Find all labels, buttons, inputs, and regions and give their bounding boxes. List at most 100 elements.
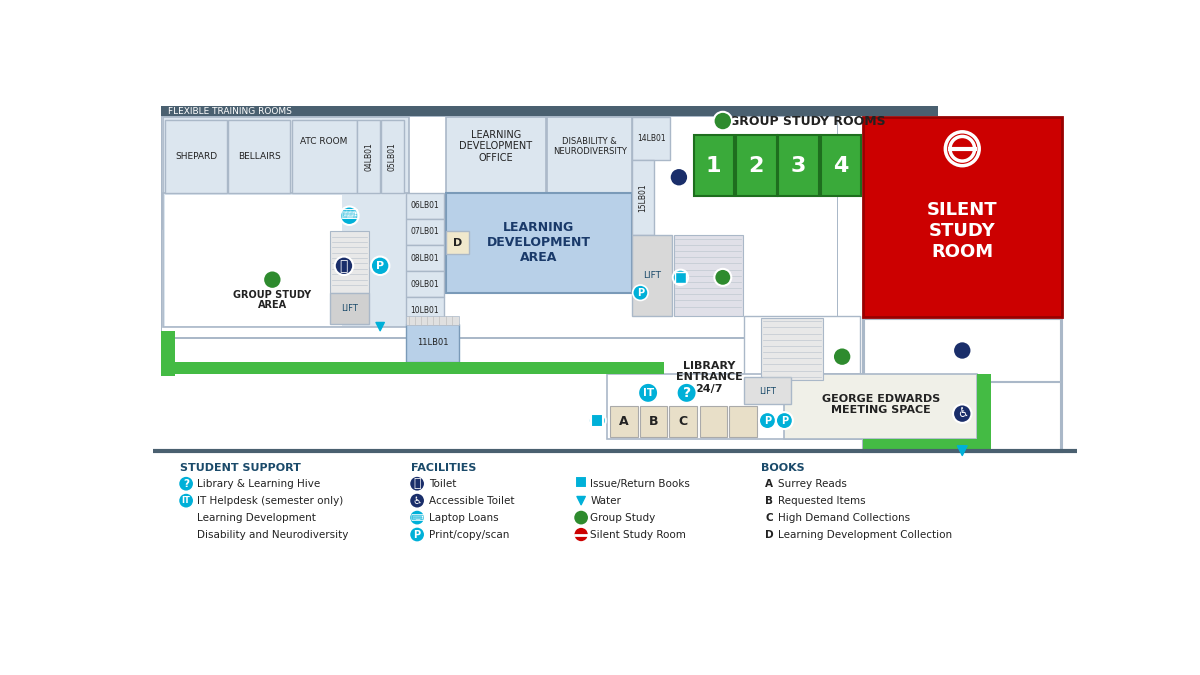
Text: ATC ROOM: ATC ROOM <box>300 136 348 146</box>
Text: FACILITIES: FACILITIES <box>410 463 476 473</box>
Bar <box>406 298 444 323</box>
Circle shape <box>179 476 194 491</box>
Text: Disability and Neurodiversity: Disability and Neurodiversity <box>197 529 348 539</box>
Text: P: P <box>376 261 384 271</box>
Circle shape <box>632 285 648 300</box>
Text: P: P <box>637 288 644 298</box>
Bar <box>668 406 697 437</box>
Bar <box>162 117 836 338</box>
Text: 1: 1 <box>706 156 721 176</box>
Bar <box>575 476 587 488</box>
Bar <box>761 318 823 380</box>
Circle shape <box>335 256 353 275</box>
Text: Laptop Loans: Laptop Loans <box>428 512 498 522</box>
Text: 10LB01: 10LB01 <box>410 306 439 315</box>
Bar <box>863 439 977 453</box>
Text: Print/copy/scan: Print/copy/scan <box>428 529 509 539</box>
Text: ♿: ♿ <box>956 407 968 420</box>
Bar <box>358 119 380 192</box>
Text: 11LB01: 11LB01 <box>416 338 449 348</box>
Bar <box>779 135 820 196</box>
Bar <box>700 406 727 437</box>
Bar <box>611 406 638 437</box>
Text: C: C <box>678 415 688 428</box>
Bar <box>821 135 862 196</box>
Bar <box>863 117 1062 317</box>
Text: GEORGE EDWARDS
MEETING SPACE: GEORGE EDWARDS MEETING SPACE <box>822 394 940 415</box>
Text: D: D <box>766 529 774 539</box>
Text: Silent Study Room: Silent Study Room <box>590 529 686 539</box>
Bar <box>977 373 991 451</box>
Text: C: C <box>766 512 773 522</box>
Bar <box>406 219 444 245</box>
Circle shape <box>409 493 425 508</box>
Circle shape <box>409 510 425 525</box>
Circle shape <box>677 383 697 403</box>
Text: SILENT
STUDY
ROOM: SILENT STUDY ROOM <box>926 201 997 261</box>
Text: SHEPARD: SHEPARD <box>175 152 217 161</box>
Bar <box>863 317 1062 452</box>
Text: 08LB01: 08LB01 <box>410 254 439 263</box>
Bar <box>547 117 632 192</box>
Text: BOOKS: BOOKS <box>761 463 805 473</box>
Text: ?: ? <box>683 386 691 400</box>
Bar <box>592 414 604 427</box>
Text: A: A <box>619 415 629 428</box>
Text: AREA: AREA <box>258 300 287 310</box>
Circle shape <box>776 412 793 429</box>
Text: LIFT: LIFT <box>643 271 661 279</box>
Text: FLEXIBLE TRAINING ROOMS: FLEXIBLE TRAINING ROOMS <box>168 107 293 116</box>
Text: Requested Items: Requested Items <box>779 495 866 506</box>
Bar <box>744 316 860 404</box>
Text: 09LB01: 09LB01 <box>410 279 439 289</box>
Text: 3: 3 <box>791 156 806 176</box>
Bar <box>406 245 444 271</box>
Bar <box>164 195 342 326</box>
Bar <box>445 192 632 293</box>
Bar <box>864 382 1060 450</box>
Bar <box>161 331 174 373</box>
Text: Learning Development: Learning Development <box>197 512 316 522</box>
Circle shape <box>409 526 425 542</box>
Bar <box>163 192 409 327</box>
Circle shape <box>574 526 589 542</box>
Text: LIFT: LIFT <box>341 304 358 313</box>
Text: 04LB01: 04LB01 <box>364 142 373 171</box>
Text: BELLAIRS: BELLAIRS <box>238 152 281 161</box>
Text: LEARNING
DEVELOPMENT
AREA: LEARNING DEVELOPMENT AREA <box>487 221 590 264</box>
Circle shape <box>179 493 194 508</box>
Text: High Demand Collections: High Demand Collections <box>779 512 911 522</box>
Text: 4: 4 <box>833 156 848 176</box>
Text: B: B <box>766 495 773 506</box>
Bar <box>785 373 977 439</box>
Bar <box>632 117 671 159</box>
Text: Accessible Toilet: Accessible Toilet <box>428 495 514 506</box>
Text: P: P <box>764 416 772 425</box>
Text: IT: IT <box>642 388 654 398</box>
Circle shape <box>758 412 776 429</box>
Text: ?: ? <box>184 479 190 489</box>
Circle shape <box>574 510 589 525</box>
Text: IT: IT <box>181 496 191 505</box>
Text: GROUP STUDY: GROUP STUDY <box>233 290 312 300</box>
Bar <box>330 293 368 323</box>
Text: 14LB01: 14LB01 <box>637 134 666 143</box>
Text: 07LB01: 07LB01 <box>410 227 439 236</box>
Bar <box>406 323 460 362</box>
Bar <box>445 231 469 254</box>
Bar <box>673 235 743 316</box>
Circle shape <box>953 342 972 360</box>
Text: ⌨: ⌨ <box>410 512 424 522</box>
Bar <box>330 231 368 293</box>
Text: Group Study: Group Study <box>590 512 655 522</box>
Text: ⌨: ⌨ <box>341 209 359 222</box>
Bar <box>676 272 686 283</box>
Bar <box>728 406 757 437</box>
Text: ♿: ♿ <box>413 495 421 506</box>
Text: Library & Learning Hive: Library & Learning Hive <box>197 479 320 489</box>
Bar <box>161 362 174 376</box>
Circle shape <box>714 112 732 130</box>
Text: LIBRARY
ENTRANCE
24/7: LIBRARY ENTRANCE 24/7 <box>676 361 743 394</box>
Text: STUDENT SUPPORT: STUDENT SUPPORT <box>180 463 301 473</box>
Circle shape <box>946 132 979 165</box>
